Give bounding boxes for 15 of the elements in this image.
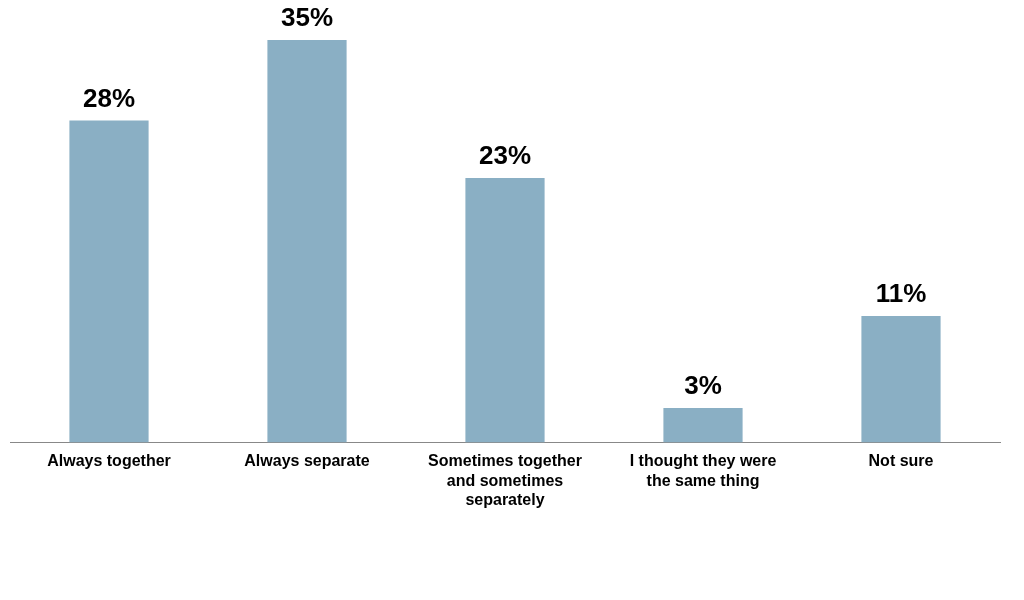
x-tick-label: Not sure xyxy=(868,452,934,470)
data-label: 11% xyxy=(875,278,927,309)
data-label: 3% xyxy=(684,370,722,401)
bar xyxy=(663,407,743,443)
x-tick-label: I thought they were the same thing xyxy=(629,452,777,489)
bar xyxy=(861,315,941,443)
x-tick-label: Sometimes together and sometimes separately xyxy=(428,452,582,508)
x-tick-label: Always together xyxy=(47,452,171,470)
bar xyxy=(69,120,149,443)
bar xyxy=(465,177,545,443)
data-label: 23% xyxy=(478,140,532,171)
bar xyxy=(267,40,347,443)
data-label: 35% xyxy=(280,2,334,33)
data-label: 28% xyxy=(82,82,136,113)
x-tick-label: Always separate xyxy=(244,452,370,470)
